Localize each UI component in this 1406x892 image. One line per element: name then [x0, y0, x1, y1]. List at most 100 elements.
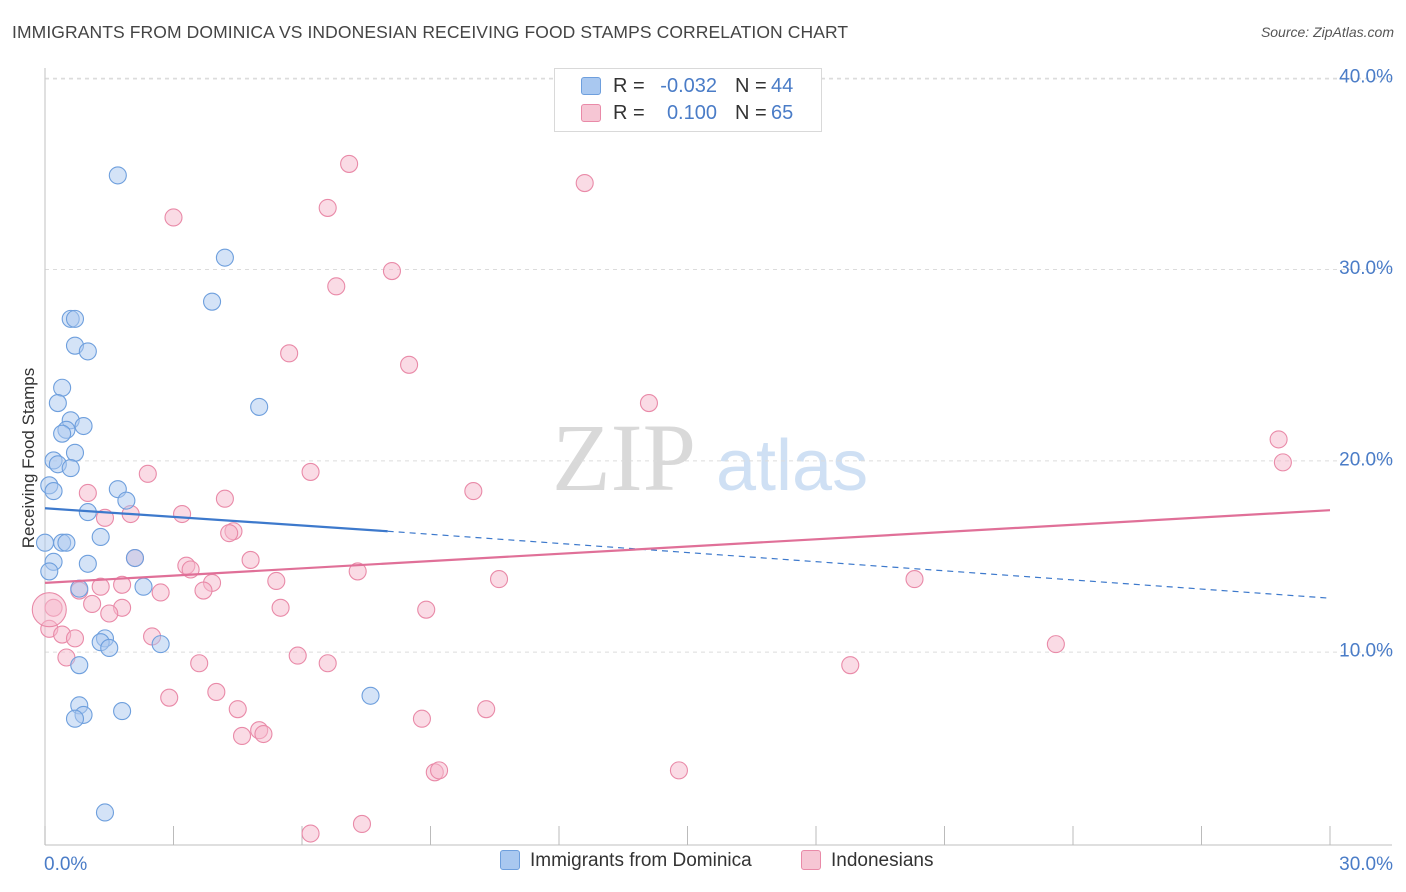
point-dominica [134, 577, 153, 596]
point-indonesians [78, 483, 97, 503]
point-dominica [151, 635, 170, 654]
point-indonesians [382, 262, 402, 281]
point-indonesians [318, 654, 337, 673]
y-tick-label: 20.0% [1339, 449, 1393, 470]
point-indonesians [232, 726, 252, 746]
watermark: ZIP atlas [552, 404, 868, 511]
point-dominica [361, 686, 380, 705]
point-indonesians [194, 581, 213, 600]
y-axis-label: Receiving Food Stamps [19, 368, 38, 548]
point-indonesians [280, 344, 299, 363]
point-indonesians [318, 198, 337, 217]
point-dominica [113, 702, 132, 721]
point-dominica [57, 533, 76, 552]
point-indonesians [190, 654, 209, 673]
point-indonesians [417, 600, 436, 619]
point-indonesians [1273, 453, 1292, 472]
point-dominica [40, 562, 59, 581]
point-dominica [48, 394, 67, 413]
y-tick-label: 40.0% [1339, 67, 1393, 88]
point-indonesians [228, 700, 247, 719]
point-dominica [78, 554, 97, 573]
legend-item-dominica[interactable]: Immigrants from Dominica [500, 850, 752, 872]
point-indonesians [841, 656, 860, 675]
point-indonesians [207, 682, 226, 701]
legend-label-dominica: Immigrants from Dominica [530, 850, 752, 871]
stats-legend: R = -0.032 N = 44 R = 0.100 N = 65 [554, 68, 822, 132]
stats-row-dominica: R = -0.032 N = 44 [555, 73, 821, 99]
y-tick-label: 10.0% [1339, 641, 1393, 662]
legend-swatch-indonesians [801, 850, 821, 870]
n-label: N = [735, 75, 767, 97]
point-indonesians [151, 583, 170, 602]
point-indonesians [489, 570, 509, 589]
point-dominica [65, 709, 85, 728]
watermark-zip: ZIP [552, 404, 696, 511]
data-points [31, 154, 1292, 843]
point-indonesians [430, 761, 449, 780]
point-indonesians [220, 524, 239, 543]
point-dominica [65, 443, 85, 462]
point-dominica [250, 397, 269, 416]
point-indonesians [271, 598, 290, 617]
point-indonesians [575, 173, 594, 193]
point-dominica [203, 292, 222, 311]
trend-line-indonesians [44, 509, 1331, 584]
point-dominica [53, 424, 72, 443]
legend-swatch-dominica [500, 850, 520, 870]
point-indonesians [1046, 635, 1065, 654]
point-indonesians [348, 562, 367, 581]
point-dominica [91, 527, 110, 547]
point-indonesians [352, 814, 372, 834]
point-indonesians [412, 709, 431, 728]
point-indonesians [100, 604, 119, 623]
legend-item-indonesians[interactable]: Indonesians [801, 850, 933, 872]
n-value: 44 [771, 75, 794, 97]
point-dominica [35, 533, 55, 552]
point-dominica [61, 459, 80, 478]
trend-line-dominica [44, 507, 388, 533]
x-tick-label: 0.0% [44, 854, 87, 875]
point-dominica [44, 482, 63, 501]
point-indonesians [1269, 430, 1288, 449]
point-indonesians [288, 646, 307, 665]
r-value: -0.032 [660, 75, 717, 97]
axes: 10.0% 20.0% 30.0% 40.0% 0.0% 30.0% [44, 67, 1393, 875]
point-indonesians [464, 482, 483, 501]
point-indonesians [83, 594, 102, 613]
chart-title: IMMIGRANTS FROM DOMINICA VS INDONESIAN R… [12, 22, 849, 42]
point-indonesians [340, 154, 359, 173]
point-indonesians [215, 489, 234, 508]
point-indonesians [301, 462, 320, 481]
point-indonesians [254, 724, 273, 744]
swatch-dominica [581, 77, 601, 95]
point-indonesians [477, 700, 496, 719]
point-indonesians [113, 575, 132, 594]
point-indonesians [905, 570, 924, 589]
swatch-indonesians [581, 104, 601, 122]
n-value: 65 [771, 102, 794, 124]
point-indonesians [173, 504, 192, 524]
point-dominica [70, 656, 89, 675]
point-indonesians [31, 592, 67, 628]
point-dominica [53, 378, 72, 397]
point-indonesians [91, 577, 110, 596]
point-indonesians [164, 208, 183, 227]
point-dominica [95, 803, 115, 822]
r-label: R = [613, 102, 645, 124]
point-indonesians [138, 464, 157, 483]
point-indonesians [639, 394, 659, 413]
n-label: N = [735, 102, 767, 124]
point-dominica [70, 579, 89, 598]
stats-row-indonesians: R = 0.100 N = 65 [555, 100, 821, 126]
source-label: Source: ZipAtlas.com [1260, 24, 1394, 40]
watermark-atlas: atlas [716, 426, 868, 506]
point-indonesians [669, 761, 688, 780]
point-indonesians [301, 824, 320, 843]
point-indonesians [327, 277, 346, 296]
point-indonesians [400, 355, 419, 374]
x-tick-label: 30.0% [1339, 854, 1393, 875]
trend-lines [44, 507, 1331, 599]
point-indonesians [160, 688, 179, 707]
